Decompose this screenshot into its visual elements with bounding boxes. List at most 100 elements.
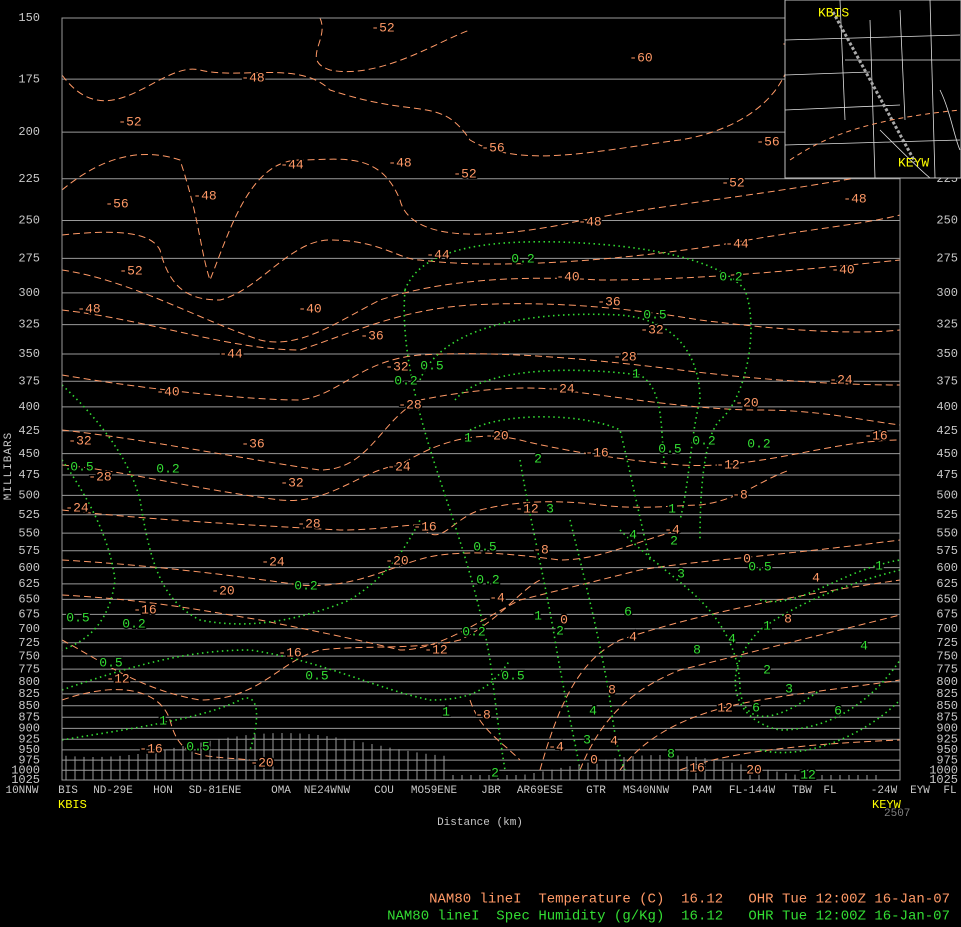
temperature-label: 4 [629, 629, 637, 644]
humidity-label: 6 [834, 703, 842, 718]
temperature-label: -28 [297, 516, 320, 531]
temperature-label: -52 [371, 20, 394, 35]
temperature-label: -24 [261, 554, 285, 569]
temperature-label: -56 [481, 140, 504, 155]
y-tick-label: 900 [18, 722, 40, 736]
y-tick-label-right: 675 [936, 608, 958, 622]
temperature-label: -48 [77, 301, 100, 316]
temperature-label: -4 [489, 590, 505, 605]
humidity-label: 1 [159, 713, 167, 728]
humidity-label: 2 [763, 662, 771, 677]
humidity-label: 4 [860, 638, 868, 653]
humidity-label: 0.5 [658, 441, 681, 456]
temperature-label: -48 [578, 214, 601, 229]
humidity-contour [61, 649, 511, 701]
temperature-label: -24 [387, 459, 411, 474]
temperature-label: -12 [106, 671, 129, 686]
temperature-contour [61, 689, 251, 761]
humidity-label: 8 [693, 642, 701, 657]
humidity-contour [759, 699, 901, 754]
humidity-contour [61, 384, 421, 625]
y-tick-label: 300 [18, 286, 40, 300]
temperature-label: 20 [746, 762, 762, 777]
map-inset: KBIS KEYW [784, 0, 961, 179]
temperature-label: 0 [743, 551, 751, 566]
temperature-label: -40 [298, 301, 321, 316]
y-tick-label: 850 [18, 699, 40, 713]
y-tick-label-right: 300 [936, 286, 958, 300]
y-axis-label: MILLIBARS [3, 432, 15, 500]
station-label: EYW [910, 785, 930, 797]
temperature-label: 0 [590, 752, 598, 767]
temperature-label: -20 [250, 755, 273, 770]
temperature-contour [61, 153, 901, 282]
y-tick-label: 875 [18, 710, 40, 724]
temperature-label: 8 [608, 682, 616, 697]
humidity-contour [419, 313, 701, 521]
map-end-label: KEYW [898, 155, 929, 170]
temperature-label: -36 [360, 328, 383, 343]
plot-frame [61, 17, 901, 781]
humidity-label: 0.5 [501, 668, 524, 683]
y-tick-label: 650 [18, 593, 40, 607]
footer-humidity: NAM80 lineI Spec Humidity (g/Kg) 16.12 O… [387, 909, 950, 925]
humidity-contour [759, 559, 901, 603]
y-tick-label: 375 [18, 374, 40, 388]
temperature-label: -24 [829, 372, 853, 387]
y-tick-label: 275 [18, 252, 40, 266]
y-tick-label: 425 [18, 424, 40, 438]
temperature-contour [61, 387, 901, 471]
temperature-label: -16 [585, 445, 608, 460]
temperature-label: -40 [831, 262, 854, 277]
y-tick-label-right: 275 [936, 252, 958, 266]
humidity-contour [519, 459, 581, 771]
y-tick-label-right: 575 [936, 544, 958, 558]
y-tick-label: 1025 [11, 773, 40, 787]
terrain [65, 733, 877, 780]
map-start-label: KBIS [818, 5, 849, 20]
temperature-label: -48 [388, 155, 411, 170]
y-tick-label: 700 [18, 622, 40, 636]
temperature-label: -8 [732, 487, 748, 502]
humidity-label: 1 [534, 608, 542, 623]
y-tick-label-right: 950 [936, 743, 958, 757]
y-tick-label-right: 600 [936, 561, 958, 575]
temperature-label: -60 [629, 50, 652, 65]
temperature-contour [61, 529, 681, 587]
y-tick-label-right: 775 [936, 662, 958, 676]
humidity-label: 2 [491, 765, 499, 780]
station-label: FL-144W [729, 785, 776, 797]
temperature-label: -32 [280, 475, 303, 490]
humidity-label: 0.2 [394, 373, 417, 388]
humidity-label: 3 [546, 501, 554, 516]
humidity-label: 2 [670, 533, 678, 548]
y-tick-label: 925 [18, 732, 40, 746]
humidity-label: 0.2 [692, 433, 715, 448]
temperature-contour [469, 699, 521, 761]
humidity-label: 1 [442, 704, 450, 719]
temperature-label: -12 [424, 642, 447, 657]
y-tick-label: 625 [18, 577, 40, 591]
y-tick-label-right: 475 [936, 468, 958, 482]
temperature-label: -28 [88, 469, 111, 484]
temperature-label: -48 [843, 191, 866, 206]
y-tick-label-right: 925 [936, 732, 958, 746]
humidity-label: 4 [728, 631, 736, 646]
humidity-label: 12 [800, 767, 816, 782]
temperature-label: 4 [610, 733, 618, 748]
humidity-label: 2 [556, 623, 564, 638]
y-tick-label: 750 [18, 649, 40, 663]
humidity-label: 0.5 [186, 739, 209, 754]
y-tick-label-right: 800 [936, 675, 958, 689]
temperature-label: -8 [475, 707, 491, 722]
y-tick-label-right: 1025 [929, 773, 958, 787]
humidity-label: 0.2 [156, 461, 179, 476]
temperature-label: -20 [385, 553, 408, 568]
temperature-label: -52 [119, 263, 142, 278]
station-label: -24W [871, 785, 898, 797]
humidity-label: 0.2 [122, 616, 145, 631]
footer-temperature: NAM80 lineI Temperature (C) 16.12 OHR Tu… [429, 892, 950, 908]
humidity-label: 0.2 [511, 251, 534, 266]
y-tick-label-right: 500 [936, 489, 958, 503]
